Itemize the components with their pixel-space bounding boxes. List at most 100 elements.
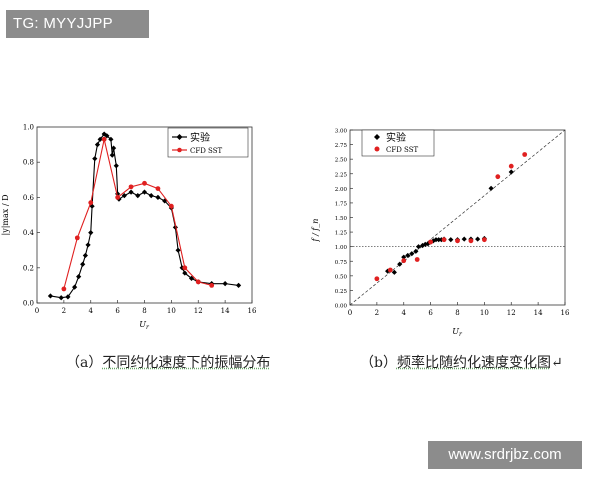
caption-b-text: 频率比随约化速度变化图 [396, 355, 551, 371]
data-point-experiment [82, 252, 88, 259]
data-point-experiment [397, 261, 403, 267]
legend-label-cfd: CFD SST [386, 146, 419, 154]
y-tick-label: 0.4 [23, 229, 35, 237]
legend-label-experiment: 实验 [190, 131, 210, 144]
data-point-experiment [235, 282, 242, 288]
y-tick-label: 2.25 [335, 172, 348, 178]
data-point-experiment [508, 169, 514, 175]
data-point-experiment [80, 261, 86, 267]
caption-a: （a）不同约化速度下的振幅分布 [66, 352, 270, 372]
data-point-experiment [47, 293, 54, 299]
data-point-experiment [141, 189, 148, 195]
x-tick-label: 12 [507, 309, 516, 317]
x-tick-label: 8 [142, 307, 146, 315]
data-point-cfd [209, 283, 215, 288]
x-tick-label: 6 [428, 309, 433, 317]
data-point-experiment [101, 131, 107, 137]
legend-marker-cfd [177, 147, 182, 153]
data-point-experiment [121, 193, 127, 199]
data-point-experiment [182, 270, 188, 276]
x-tick-label: 10 [167, 307, 176, 315]
data-point-experiment [104, 133, 110, 139]
x-tick-label: 14 [534, 309, 543, 317]
caption-b: （b）频率比随约化速度变化图↵ [360, 352, 563, 372]
legend-marker-cfd [374, 146, 380, 152]
y-tick-label: 0.6 [23, 194, 35, 202]
data-point-experiment [92, 156, 98, 162]
y-tick-label: 2.75 [335, 143, 348, 149]
data-point-cfd [414, 257, 420, 262]
data-point-experiment [128, 189, 134, 195]
y-tick-label: 1.0 [23, 124, 34, 132]
y-tick-label: 0.25 [335, 289, 348, 295]
data-point-cfd [101, 136, 107, 142]
data-point-experiment [108, 136, 114, 142]
x-tick-label: 2 [62, 307, 66, 315]
data-point-experiment [113, 163, 119, 169]
data-point-experiment [109, 152, 115, 158]
data-point-experiment [222, 281, 228, 287]
x-tick-label: 0 [35, 307, 39, 315]
data-point-cfd [481, 237, 487, 243]
data-point-experiment [110, 145, 117, 151]
x-tick-label: 14 [221, 307, 230, 315]
data-point-cfd [182, 265, 188, 271]
data-point-cfd [455, 238, 460, 244]
legend: 实验 CFD SST [167, 127, 249, 158]
y-tick-label: 0.0 [23, 300, 34, 308]
y-axis-label: f / f_n [311, 219, 320, 243]
caption-a-prefix: （a） [66, 355, 103, 371]
x-tick-label: 16 [248, 307, 257, 315]
data-point-experiment [409, 251, 415, 257]
data-point-cfd [441, 237, 447, 243]
y-tick-label: 3.00 [335, 129, 348, 135]
legend-label-cfd: CFD SST [190, 147, 223, 155]
data-point-cfd [387, 267, 393, 273]
data-point-experiment [401, 254, 407, 260]
y-tick-label: 0.2 [23, 264, 34, 272]
data-point-experiment [413, 248, 419, 254]
legend-label-experiment: 实验 [386, 131, 406, 144]
data-point-cfd [142, 180, 147, 186]
x-tick-label: 0 [348, 309, 352, 317]
x-tick-label: 12 [194, 307, 203, 315]
y-axis-label: |y|max / D [1, 195, 10, 236]
data-point-experiment [76, 274, 82, 280]
data-point-experiment [155, 194, 161, 200]
chart-frequency-ratio: 0 2 4 6 8 10 12 14 16 0.00 0.25 0.50 0.75 1.00 1.25 1.5… [311, 129, 570, 339]
data-point-cfd [468, 238, 474, 244]
data-point-experiment [175, 247, 181, 253]
data-point-experiment [405, 252, 411, 259]
legend-marker-experiment [176, 134, 183, 140]
y-tick-label: 1.00 [335, 245, 348, 251]
data-point-cfd [88, 200, 94, 206]
data-point-experiment [391, 269, 397, 275]
caption-a-text: 不同约化速度下的振幅分布 [102, 355, 271, 371]
watermark-url: www.srdrjbz.com [428, 441, 582, 469]
data-point-experiment [88, 230, 94, 236]
data-point-experiment [94, 142, 101, 148]
legend-marker-experiment [374, 134, 380, 140]
caption-b-suffix: ↵ [550, 355, 563, 371]
x-axis-label: Ur [139, 320, 150, 331]
data-point-experiment [58, 295, 64, 301]
y-tick-label: 0.75 [335, 260, 348, 266]
data-point-cfd [74, 235, 80, 241]
data-point-experiment [461, 236, 467, 242]
x-tick-label: 16 [561, 309, 570, 317]
data-point-cfd [61, 286, 67, 292]
data-point-cfd [168, 203, 174, 209]
data-point-experiment [436, 237, 442, 243]
x-tick-label: 10 [480, 309, 489, 317]
legend: 实验 CFD SST [361, 129, 435, 157]
data-point-cfd [401, 258, 407, 264]
data-point-experiment [72, 284, 78, 290]
data-point-cfd [522, 152, 528, 157]
data-point-experiment [448, 237, 454, 243]
data-point-experiment [97, 136, 103, 142]
series-line-experiment [50, 133, 239, 299]
x-axis-label: Ur [452, 327, 463, 338]
data-point-cfd [508, 163, 514, 169]
data-point-experiment [188, 275, 195, 281]
